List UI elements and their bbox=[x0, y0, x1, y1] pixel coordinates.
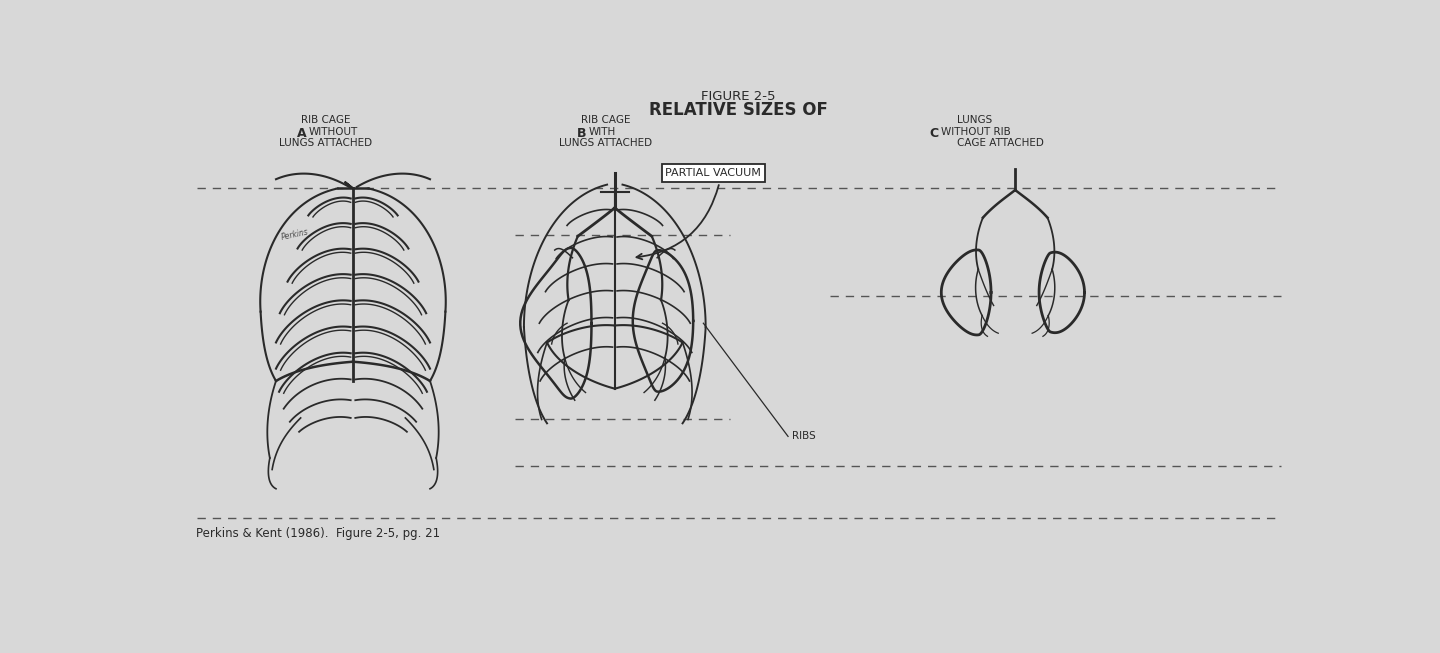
Text: WITH: WITH bbox=[589, 127, 616, 137]
Text: RIB CAGE: RIB CAGE bbox=[301, 116, 351, 125]
Text: FIGURE 2-5: FIGURE 2-5 bbox=[701, 90, 775, 103]
Text: C: C bbox=[929, 127, 939, 140]
Text: LUNGS: LUNGS bbox=[958, 116, 992, 125]
Text: Perkins: Perkins bbox=[279, 227, 310, 242]
Text: WITHOUT: WITHOUT bbox=[310, 127, 359, 137]
Text: PARTIAL VACUUM: PARTIAL VACUUM bbox=[665, 168, 762, 178]
Text: Perkins & Kent (1986).  Figure 2-5, pg. 21: Perkins & Kent (1986). Figure 2-5, pg. 2… bbox=[196, 527, 441, 540]
Text: CAGE ATTACHED: CAGE ATTACHED bbox=[958, 138, 1044, 148]
Text: RELATIVE SIZES OF: RELATIVE SIZES OF bbox=[648, 101, 828, 119]
Text: RIB CAGE: RIB CAGE bbox=[580, 116, 631, 125]
Text: WITHOUT RIB: WITHOUT RIB bbox=[940, 127, 1011, 137]
Text: RIBS: RIBS bbox=[792, 432, 815, 441]
Text: LUNGS ATTACHED: LUNGS ATTACHED bbox=[279, 138, 373, 148]
Text: A: A bbox=[297, 127, 307, 140]
Text: B: B bbox=[577, 127, 586, 140]
Text: LUNGS ATTACHED: LUNGS ATTACHED bbox=[559, 138, 652, 148]
